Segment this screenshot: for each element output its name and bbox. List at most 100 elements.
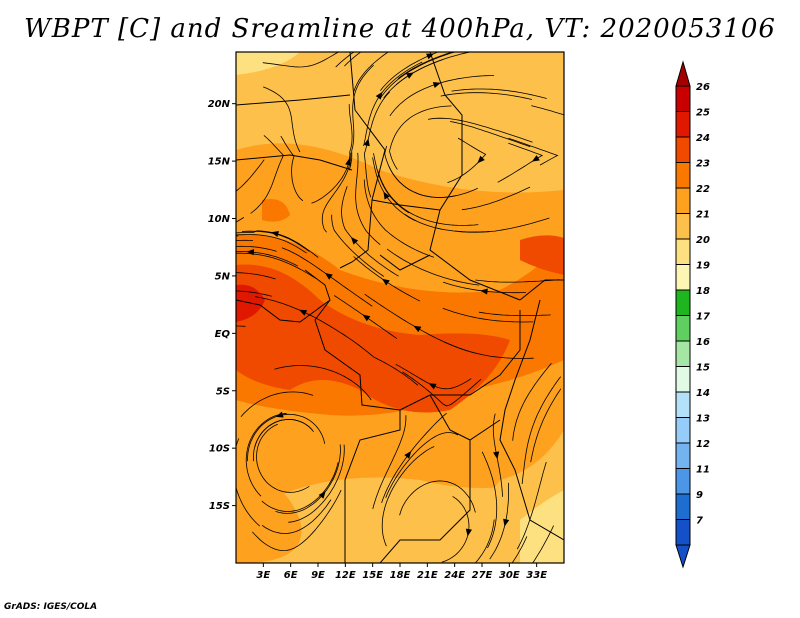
wbpt-region-21-south: [236, 478, 302, 563]
streamline-arrow: [428, 383, 437, 390]
lon-tick-label: 33E: [526, 570, 547, 581]
colorbar-label: 24: [696, 133, 710, 144]
streamline-arrow: [345, 157, 352, 166]
footer-credit: GrADS: IGES/COLA: [4, 602, 98, 612]
streamline: [372, 415, 407, 509]
streamline: [474, 519, 495, 563]
map-title: WBPT [C] and Sreamline at 400hPa, VT: 20…: [24, 14, 776, 44]
streamline-arrow: [572, 115, 579, 121]
lon-tick-label: 3E: [256, 570, 270, 581]
streamline-arrow: [350, 236, 359, 245]
streamline: [512, 363, 552, 441]
streamline-arrow: [465, 528, 472, 537]
streamlines: [183, 33, 579, 563]
streamline-arrow: [404, 451, 412, 459]
streamline: [481, 451, 498, 549]
colorbar-swatch: [675, 213, 691, 240]
streamline: [450, 121, 531, 148]
streamline: [511, 536, 528, 563]
longitude-axis: 3E 6E 9E 12E 15E 18E 21E 24E 27E 30E 33E: [256, 563, 547, 581]
streamline-arrow: [383, 191, 390, 200]
streamline: [236, 239, 254, 241]
streamline-arrow: [480, 288, 488, 295]
streamline-arrow: [374, 33, 382, 40]
streamline: [321, 152, 352, 233]
streamline: [236, 234, 307, 254]
streamline-arrow: [363, 138, 370, 147]
lon-tick-label: 21E: [417, 570, 438, 581]
lon-tick-label: 24E: [444, 570, 465, 581]
streamline: [531, 105, 564, 116]
streamline: [288, 444, 345, 523]
streamline: [236, 245, 277, 252]
colorbar-top-arrow: [675, 60, 691, 87]
colorbar-label: 14: [696, 388, 710, 399]
streamline-arrow: [183, 240, 190, 246]
streamline-arrow: [318, 491, 326, 499]
colorbar-swatch: [675, 238, 691, 265]
streamline: [236, 438, 260, 527]
streamline: [386, 248, 480, 286]
colorbar-bottom-arrow: [675, 544, 691, 569]
streamline-arrow: [270, 231, 279, 238]
colorbar-swatch: [675, 162, 691, 189]
streamline-arrow: [375, 91, 383, 100]
map-area: [183, 33, 579, 563]
streamline: [363, 179, 434, 258]
streamline: [355, 152, 381, 246]
streamline: [274, 365, 372, 401]
streamline: [402, 371, 482, 407]
streamline: [451, 88, 547, 99]
colorbar-swatch: [675, 289, 691, 316]
colorbar: 26 25 24 23 22 21 20 19 18 17 16 15 14 13 12 11 9 7: [675, 60, 710, 569]
lat-tick-label: 10S: [209, 444, 230, 455]
streamline: [252, 418, 313, 462]
streamline-arrow: [362, 314, 371, 322]
colorbar-label: 13: [696, 414, 710, 425]
wbpt-region-23: [236, 264, 510, 413]
lon-tick-label: 27E: [472, 570, 493, 581]
streamline: [389, 105, 452, 170]
streamline-arrow: [406, 72, 415, 79]
streamline: [236, 325, 246, 327]
colorbar-label: 11: [696, 465, 710, 476]
streamline-arrow: [477, 155, 485, 164]
streamline-arrow: [432, 82, 441, 88]
streamline: [442, 307, 534, 323]
lat-tick-label: 5S: [216, 386, 230, 397]
colorbar-swatch: [675, 468, 691, 495]
streamline: [427, 117, 533, 143]
colorbar-swatch: [675, 366, 691, 393]
streamline: [344, 52, 362, 67]
streamline: [261, 462, 339, 512]
streamline: [532, 525, 554, 563]
streamline: [377, 171, 479, 226]
lon-tick-label: 12E: [335, 570, 356, 581]
streamline: [353, 52, 389, 92]
streamline-arrow: [381, 278, 390, 286]
streamline: [236, 217, 245, 223]
colorbar-swatch: [675, 315, 691, 342]
streamline: [508, 137, 559, 166]
lon-tick-label: 30E: [499, 570, 520, 581]
colorbar-label: 16: [696, 337, 710, 348]
streamline: [530, 388, 562, 463]
streamline: [245, 412, 287, 497]
lon-tick-label: 9E: [311, 570, 325, 581]
streamline: [236, 159, 265, 192]
streamline: [399, 480, 476, 516]
streamline: [341, 333, 419, 386]
lat-tick-label: 15S: [209, 501, 230, 512]
streamline: [384, 145, 478, 198]
streamline: [397, 52, 454, 79]
colorbar-swatch: [675, 187, 691, 214]
streamline: [385, 432, 459, 498]
lon-tick-label: 6E: [284, 570, 298, 581]
colorbar-swatch: [675, 85, 691, 112]
colorbar-label: 26: [696, 82, 710, 93]
streamline: [475, 279, 560, 283]
colorbar-label: 12: [696, 439, 710, 450]
streamline-arrow: [275, 411, 284, 418]
streamline: [440, 92, 532, 100]
streamline: [516, 461, 547, 550]
